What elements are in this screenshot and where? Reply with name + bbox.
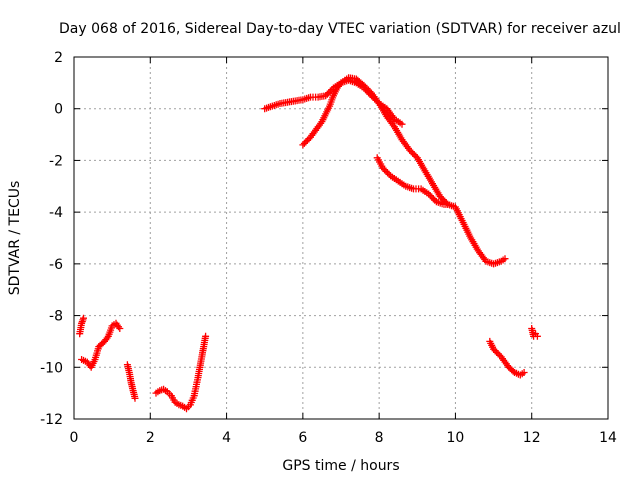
data-point (381, 166, 388, 174)
data-point (382, 167, 390, 175)
data-point (325, 89, 333, 97)
data-point (493, 348, 501, 356)
x-tick-label: 4 (222, 430, 231, 446)
data-point (494, 350, 502, 358)
data-point (444, 200, 452, 208)
x-tick-label: 0 (70, 430, 79, 446)
x-tick-label: 6 (298, 430, 307, 446)
x-axis-label: GPS time / hours (282, 458, 399, 474)
data-point (322, 92, 330, 100)
data-point (116, 325, 124, 332)
y-tick-label: -10 (40, 360, 63, 376)
grid-lines (74, 57, 608, 419)
y-tick-label: 0 (54, 102, 63, 118)
data-point (428, 193, 436, 201)
data-point (398, 120, 406, 128)
data-point (533, 332, 541, 340)
data-point (131, 394, 139, 402)
y-tick-label: 2 (54, 50, 63, 66)
data-point (365, 86, 372, 94)
data-point (425, 190, 433, 198)
data-point (202, 332, 210, 340)
chart-title: Day 068 of 2016, Sidereal Day-to-day VTE… (59, 21, 621, 37)
y-axis-label: SDTVAR / TECUs (7, 181, 23, 296)
data-point (300, 139, 308, 147)
data-point (361, 83, 369, 91)
data-point (384, 169, 391, 177)
x-tick-label: 8 (375, 430, 384, 446)
data-point (360, 81, 368, 89)
data-points (76, 74, 541, 413)
data-point (409, 149, 417, 157)
data-point (323, 90, 331, 98)
data-point (299, 141, 307, 149)
data-point (326, 87, 334, 95)
data-point (429, 195, 437, 203)
data-point (80, 314, 87, 322)
data-point (490, 345, 498, 353)
data-point (302, 138, 310, 146)
plot-frame (73, 56, 609, 420)
x-tick-label: 14 (599, 430, 617, 446)
data-point (379, 164, 387, 172)
data-point (491, 347, 499, 355)
x-tick-label: 12 (523, 430, 541, 446)
data-point (406, 146, 414, 154)
y-tick-label: -4 (49, 205, 63, 221)
y-tick-label: -8 (49, 309, 63, 325)
data-point (439, 196, 447, 204)
data-point (303, 136, 311, 144)
data-point (407, 148, 415, 156)
data-point (410, 151, 418, 159)
x-tick-label: 2 (146, 430, 155, 446)
data-point (520, 369, 528, 376)
data-point (436, 193, 444, 201)
y-tick-label: -12 (40, 412, 63, 428)
data-point (363, 85, 371, 92)
x-tick-label: 10 (447, 430, 465, 446)
y-tick-label: -6 (49, 257, 63, 273)
y-tick-label: -2 (49, 153, 63, 169)
data-point (426, 192, 434, 200)
data-point (501, 255, 509, 263)
axis-ticks: 0 2 4 6 8 10 12 14 -12 -10 -8 -6 -4 -2 0 2 (40, 50, 617, 446)
